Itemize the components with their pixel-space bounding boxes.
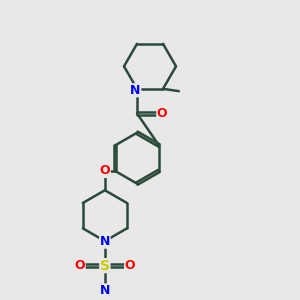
Text: N: N	[100, 235, 110, 248]
Text: O: O	[100, 164, 110, 177]
Text: O: O	[157, 107, 167, 120]
Text: S: S	[100, 259, 110, 273]
Text: N: N	[130, 84, 141, 97]
Text: O: O	[74, 259, 85, 272]
Text: N: N	[100, 284, 110, 297]
Text: O: O	[125, 259, 135, 272]
